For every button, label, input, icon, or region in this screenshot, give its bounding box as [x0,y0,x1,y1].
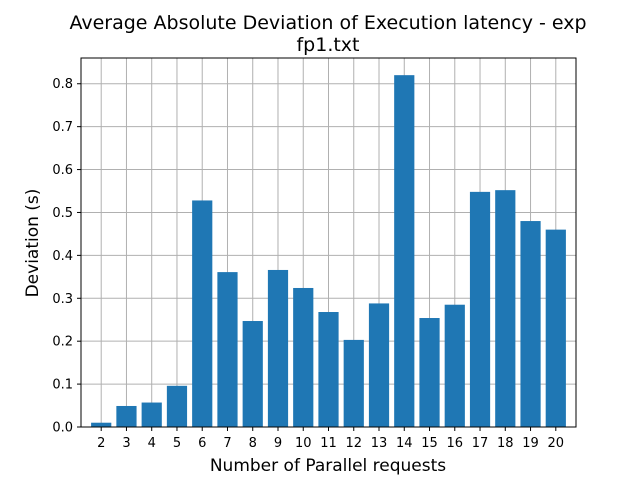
bar [91,422,112,427]
x-tick-label: 7 [223,436,231,451]
chart-title-line-1: Average Absolute Deviation of Execution … [69,12,586,34]
x-tick-label: 3 [122,436,130,451]
x-tick-label: 9 [274,436,282,451]
x-tick-label: 10 [295,436,312,451]
bar [520,221,541,427]
x-tick-label: 16 [447,436,464,451]
bar [267,269,289,427]
x-tick-label: 19 [522,436,539,451]
y-tick-label: 0.2 [52,335,73,350]
bar [192,200,213,427]
y-tick-label: 0.0 [52,421,73,436]
x-axis-label: Number of Parallel requests [210,456,446,476]
bar [343,339,364,427]
x-tick-label: 11 [320,436,337,451]
x-tick-label: 6 [198,436,206,451]
y-tick-label: 0.7 [52,120,73,135]
x-tick-label: 15 [421,436,438,451]
bars [91,75,566,428]
y-axis-ticks: 0.0 0.1 0.2 0.3 0.4 0.5 0.6 0.7 0.8 [52,77,81,436]
y-tick-label: 0.6 [52,163,73,178]
bar [293,287,314,427]
x-tick-label: 13 [371,436,388,451]
y-tick-label: 0.8 [52,77,73,92]
bar [166,385,188,427]
bar [141,402,162,427]
x-axis-ticks: 2 3 4 5 6 7 8 9 10 11 12 13 14 15 16 17 18 19 20 [97,427,564,451]
y-axis-label: Deviation (s) [23,189,43,298]
bar [495,190,516,427]
bar [116,405,137,427]
y-tick-label: 0.3 [52,292,73,307]
bar [469,191,491,427]
bar [419,318,440,427]
x-tick-label: 14 [396,436,413,451]
x-tick-label: 5 [173,436,181,451]
bar [242,321,263,427]
bar [318,312,339,427]
x-tick-label: 18 [497,436,514,451]
x-tick-label: 4 [148,436,156,451]
bar [545,229,566,427]
x-tick-label: 12 [345,436,362,451]
y-tick-label: 0.5 [52,206,73,221]
plot-frame [80,57,577,428]
x-tick-label: 20 [548,436,565,451]
y-tick-label: 0.1 [52,378,73,393]
y-tick-label: 0.4 [52,249,73,264]
chart-title-line-2: fp1.txt [296,34,359,56]
bar [368,303,390,427]
bar [217,272,238,427]
x-tick-label: 17 [472,436,489,451]
x-tick-label: 2 [97,436,105,451]
bar [394,75,415,428]
bar [444,304,465,427]
x-tick-label: 8 [249,436,257,451]
